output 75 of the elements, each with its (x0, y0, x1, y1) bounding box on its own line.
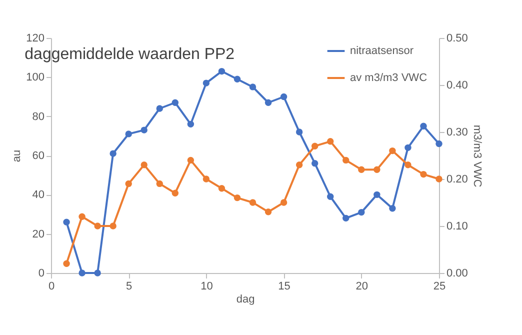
point (374, 166, 380, 173)
x-tick-label: 10 (200, 280, 213, 292)
y-tick-label: 100 (26, 72, 44, 84)
point (94, 270, 101, 276)
point (358, 208, 365, 216)
x-tick-label: 20 (356, 280, 368, 292)
point (94, 222, 101, 230)
point (420, 122, 427, 130)
point (311, 160, 318, 167)
point (374, 191, 380, 198)
legend-label: nitraatsensor (350, 45, 414, 57)
y-tick-label: 40 (32, 189, 44, 202)
point (358, 166, 365, 173)
text: daggemiddelde waarden PP2 (24, 46, 235, 63)
y-tick-label: 80 (32, 110, 44, 123)
point (125, 130, 132, 138)
point (327, 138, 334, 145)
point (389, 205, 396, 212)
point (156, 105, 163, 112)
point (234, 194, 241, 202)
point (63, 260, 70, 267)
point (404, 144, 412, 152)
y2-tick-label: 0.00 (446, 268, 468, 280)
point (389, 147, 396, 154)
legend-label: av m3/m3 VWC (350, 72, 428, 84)
point (280, 93, 288, 100)
point (172, 190, 179, 196)
point (296, 162, 303, 168)
x-axis-title: dag (236, 294, 255, 306)
point (234, 76, 241, 82)
point (110, 222, 116, 230)
x-tick-label: 15 (278, 280, 290, 292)
point (311, 142, 318, 150)
point (249, 199, 256, 206)
x-tick-label: 5 (126, 280, 132, 292)
point (187, 156, 194, 164)
y-tick-label: 60 (32, 150, 44, 162)
y2-axis-title: m3/m3 VWC (470, 124, 483, 188)
point (264, 208, 272, 216)
point (420, 170, 427, 178)
point (342, 156, 350, 164)
point (140, 126, 148, 134)
y-tick-label: 120 (26, 32, 44, 44)
point (202, 176, 210, 182)
x-tick-label: 25 (433, 280, 446, 292)
y-tick-label: 0 (38, 268, 44, 280)
point (218, 68, 226, 75)
y2-tick-label: 0.10 (446, 220, 468, 232)
point (110, 150, 116, 157)
point (218, 185, 226, 192)
y-axis-title: au (11, 150, 24, 162)
point (280, 199, 288, 206)
y-tick-label: 20 (32, 228, 44, 240)
point (296, 128, 303, 136)
point (249, 84, 256, 90)
point (202, 80, 210, 86)
point (78, 213, 86, 220)
y2-tick-label: 0.40 (446, 80, 468, 92)
point (140, 162, 148, 168)
point (327, 193, 334, 200)
point (404, 162, 412, 168)
point (436, 176, 442, 182)
point (63, 218, 70, 226)
point (187, 120, 194, 128)
y2-tick-label: 0.30 (446, 126, 468, 138)
point (78, 270, 86, 276)
point (342, 214, 350, 222)
point (125, 180, 132, 188)
point (436, 140, 442, 148)
point (264, 99, 272, 106)
y2-tick-label: 0.20 (446, 174, 468, 186)
point (172, 99, 179, 106)
x-tick-label: 0 (48, 280, 55, 292)
y2-tick-label: 0.50 (446, 32, 468, 44)
point (156, 180, 163, 188)
